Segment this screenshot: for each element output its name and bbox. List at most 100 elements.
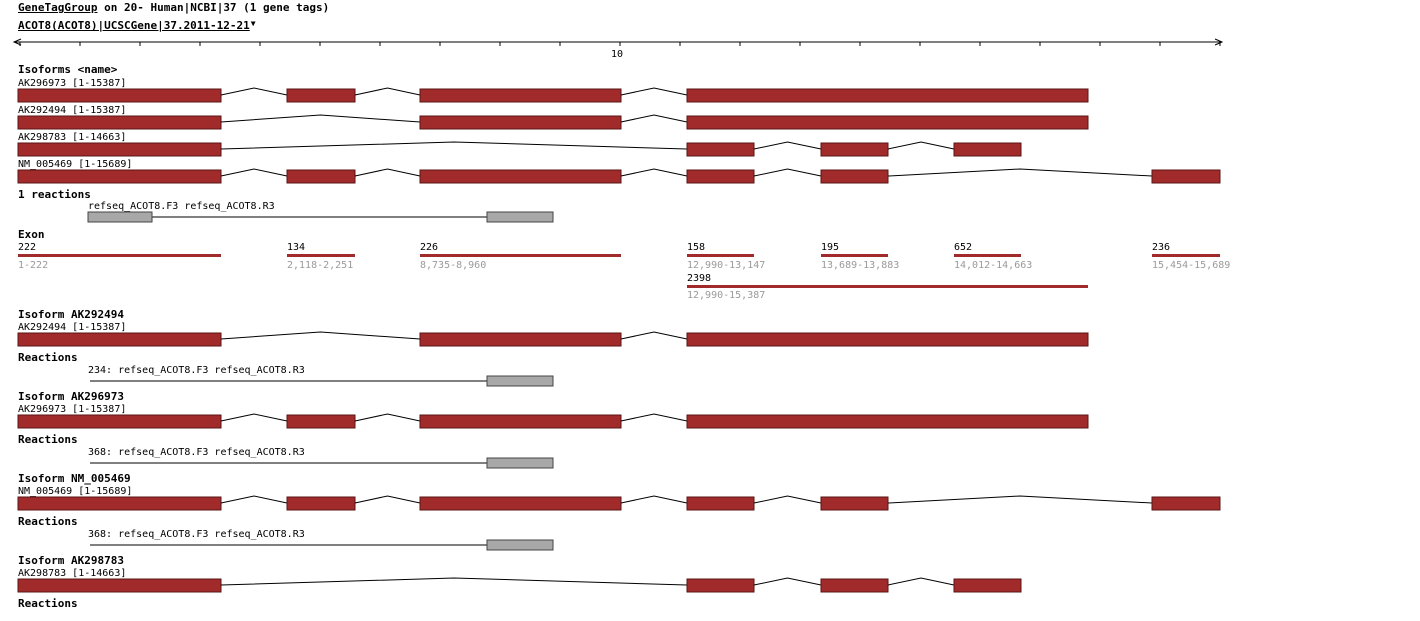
section-heading: Reactions xyxy=(18,515,78,528)
exon-box xyxy=(17,169,222,184)
primer-box xyxy=(486,375,554,387)
intron-connector xyxy=(887,495,1153,504)
exon-box xyxy=(820,169,889,184)
exon-box xyxy=(686,578,755,593)
exon-range-label: 12,990-13,147 xyxy=(687,260,765,271)
exon-box xyxy=(17,578,222,593)
exon-bar xyxy=(287,254,355,257)
reaction-label: 368: refseq_ACOT8.F3 refseq_ACOT8.R3 xyxy=(88,447,305,458)
intron-connector xyxy=(620,168,688,177)
exon-box xyxy=(953,142,1022,157)
exon-box xyxy=(686,496,755,511)
exon-bar xyxy=(954,254,1021,257)
exon-box xyxy=(286,169,356,184)
exon-box xyxy=(17,88,222,103)
intron-connector xyxy=(354,87,421,96)
axis-scale-label: 10 xyxy=(611,49,623,60)
exon-box xyxy=(286,88,356,103)
exon-box xyxy=(686,142,755,157)
exon-length-label: 195 xyxy=(821,242,839,253)
section-heading: Reactions xyxy=(18,433,78,446)
exon-box xyxy=(17,115,222,130)
exon-bar xyxy=(687,254,754,257)
track-label: AK298783 [1-14663] xyxy=(18,132,126,143)
exon-bar xyxy=(420,254,621,257)
exon-range-label: 15,454-15,689 xyxy=(1152,260,1230,271)
track-label: AK292494 [1-15387] xyxy=(18,322,126,333)
exon-box xyxy=(419,496,622,511)
axis-arrow-left-icon xyxy=(12,38,22,46)
track-label: AK298783 [1-14663] xyxy=(18,568,126,579)
exon-box xyxy=(419,414,622,429)
exon-bar xyxy=(687,285,1088,288)
exon-box xyxy=(686,169,755,184)
track-label: NM_005469 [1-15689] xyxy=(18,486,132,497)
exon-box xyxy=(1151,496,1221,511)
reaction-label: 368: refseq_ACOT8.F3 refseq_ACOT8.R3 xyxy=(88,529,305,540)
exon-length-label: 652 xyxy=(954,242,972,253)
exon-box xyxy=(419,88,622,103)
intron-connector xyxy=(887,168,1153,177)
exon-range-label: 14,012-14,663 xyxy=(954,260,1032,271)
intron-connector xyxy=(220,577,688,586)
intron-connector xyxy=(220,413,288,422)
group-link[interactable]: GeneTagGroup xyxy=(18,1,98,14)
intron-connector xyxy=(620,331,688,340)
exon-box xyxy=(419,169,622,184)
exon-range-label: 2,118-2,251 xyxy=(287,260,353,271)
exon-box xyxy=(686,332,1089,347)
intron-connector xyxy=(354,413,421,422)
exon-bar xyxy=(18,254,221,257)
exon-length-label: 236 xyxy=(1152,242,1170,253)
exon-range-label: 12,990-15,387 xyxy=(687,290,765,301)
exon-length-label: 226 xyxy=(420,242,438,253)
reaction-label: 234: refseq_ACOT8.F3 refseq_ACOT8.R3 xyxy=(88,365,305,376)
exon-length-label: 2398 xyxy=(687,273,711,284)
intron-connector xyxy=(220,495,288,504)
primer-box xyxy=(87,211,153,223)
section-heading: Isoform NM_005469 xyxy=(18,472,131,485)
section-heading: Isoform AK296973 xyxy=(18,390,124,403)
primer-box xyxy=(486,211,554,223)
intron-connector xyxy=(753,168,822,177)
exon-box xyxy=(419,332,622,347)
exon-box xyxy=(820,496,889,511)
section-heading: Reactions xyxy=(18,597,78,610)
track-label: AK296973 [1-15387] xyxy=(18,78,126,89)
track-label: AK296973 [1-15387] xyxy=(18,404,126,415)
track-label: NM_005469 [1-15689] xyxy=(18,159,132,170)
intron-connector xyxy=(220,331,421,340)
intron-connector xyxy=(220,114,421,123)
section-heading: Isoform AK292494 xyxy=(18,308,124,321)
section-heading: Reactions xyxy=(18,351,78,364)
exon-box xyxy=(953,578,1022,593)
exon-box xyxy=(820,142,889,157)
intron-connector xyxy=(220,87,288,96)
axis-arrow-right-icon xyxy=(1214,38,1224,46)
exon-box xyxy=(17,496,222,511)
exon-box xyxy=(286,414,356,429)
exon-box xyxy=(686,414,1089,429)
exon-length-label: 158 xyxy=(687,242,705,253)
intron-connector xyxy=(620,87,688,96)
exon-box xyxy=(17,414,222,429)
exon-box xyxy=(686,115,1089,130)
exon-box xyxy=(419,115,622,130)
intron-connector xyxy=(354,495,421,504)
exon-box xyxy=(820,578,889,593)
intron-connector xyxy=(620,114,688,123)
section-heading: Exon xyxy=(18,228,45,241)
primer-box xyxy=(486,457,554,469)
exon-range-label: 13,689-13,883 xyxy=(821,260,899,271)
intron-connector xyxy=(753,141,822,150)
gene-header: ACOT8(ACOT8)|UCSCGene|37.2011-12-21▼ xyxy=(18,19,256,32)
gene-selector-link[interactable]: ACOT8(ACOT8)|UCSCGene|37.2011-12-21 xyxy=(18,19,250,32)
intron-connector xyxy=(887,577,955,586)
group-header-rest: on 20- Human|NCBI|37 (1 gene tags) xyxy=(97,1,330,14)
exon-bar xyxy=(1152,254,1220,257)
intron-connector xyxy=(620,495,688,504)
primer-box xyxy=(486,539,554,551)
dropdown-arrow-icon[interactable]: ▼ xyxy=(250,19,256,28)
